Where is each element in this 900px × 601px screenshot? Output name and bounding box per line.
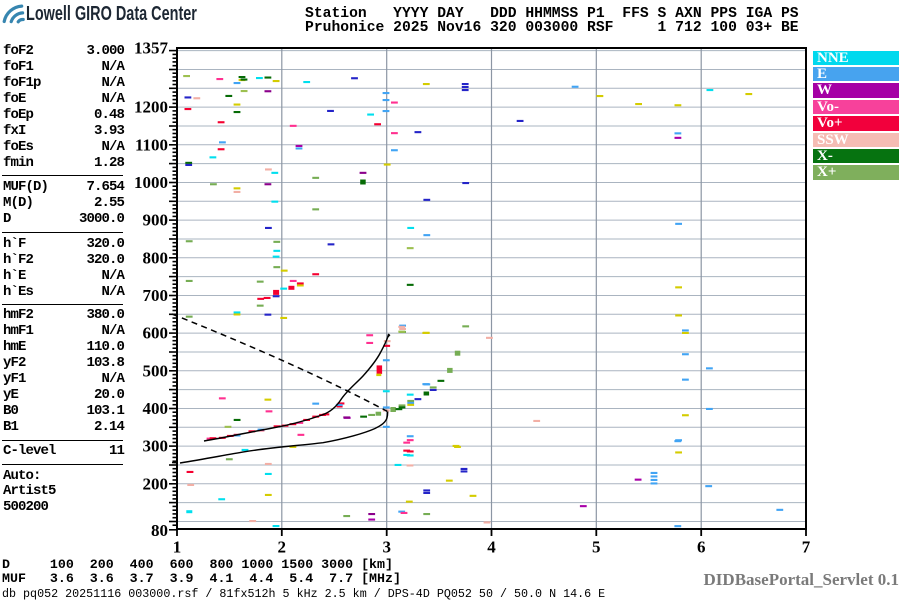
svg-text:1200: 1200 <box>134 98 168 117</box>
svg-text:200: 200 <box>143 474 169 493</box>
svg-text:5: 5 <box>592 538 601 557</box>
svg-text:800: 800 <box>143 248 169 267</box>
svg-text:1: 1 <box>173 538 182 557</box>
svg-text:400: 400 <box>143 399 169 418</box>
svg-text:6: 6 <box>697 538 706 557</box>
svg-text:1100: 1100 <box>135 135 168 154</box>
svg-text:80: 80 <box>151 521 168 540</box>
svg-text:300: 300 <box>143 437 169 456</box>
svg-text:900: 900 <box>143 211 169 230</box>
svg-text:700: 700 <box>143 286 169 305</box>
svg-text:4: 4 <box>487 538 496 557</box>
svg-text:600: 600 <box>143 324 169 343</box>
svg-text:1357: 1357 <box>134 39 169 58</box>
svg-text:500: 500 <box>143 361 169 380</box>
svg-text:3: 3 <box>382 538 391 557</box>
svg-text:2: 2 <box>278 538 287 557</box>
svg-text:7: 7 <box>802 538 811 557</box>
svg-text:1000: 1000 <box>134 173 168 192</box>
